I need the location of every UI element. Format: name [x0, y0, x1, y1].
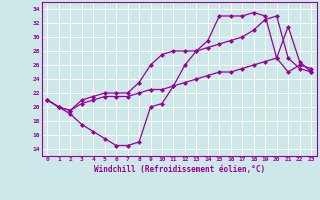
X-axis label: Windchill (Refroidissement éolien,°C): Windchill (Refroidissement éolien,°C): [94, 165, 265, 174]
